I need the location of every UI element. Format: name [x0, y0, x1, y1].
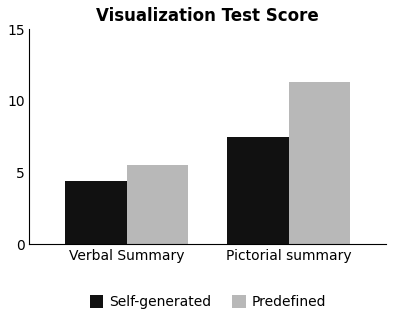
Bar: [227, 137, 289, 244]
Bar: [127, 165, 188, 244]
Bar: [289, 82, 351, 244]
Legend: Self-generated, Predefined: Self-generated, Predefined: [84, 290, 331, 313]
Bar: [65, 181, 127, 244]
Title: Visualization Test Score: Visualization Test Score: [96, 7, 319, 25]
